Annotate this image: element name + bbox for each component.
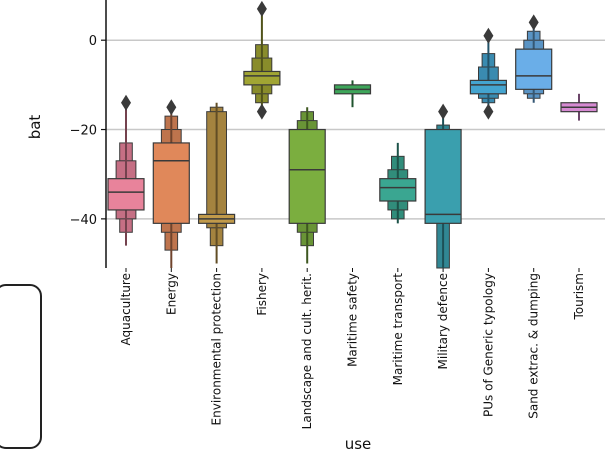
boxen-group — [561, 94, 597, 121]
x-tick-label: Energy — [164, 273, 178, 315]
boxen-group — [153, 99, 189, 268]
boxen-box — [470, 80, 506, 93]
y-tick-label: 0 — [89, 34, 97, 49]
x-tick-label: PUs of Generic typology — [481, 273, 495, 417]
x-tick-label: Environmental protection — [210, 273, 224, 425]
y-tick-label: −20 — [70, 124, 97, 139]
tick-labels: 0 −20 −40 Aquaculture Energy Environmental pr… — [70, 34, 586, 429]
boxen-group — [108, 95, 144, 246]
boxen-group — [425, 104, 461, 268]
y-tick-label: −40 — [70, 213, 97, 228]
outlier-marker — [257, 104, 267, 120]
x-tick-label: Sand extrac. & dumping — [527, 273, 541, 419]
x-tick-label: Aquaculture — [119, 273, 133, 345]
boxen-box — [108, 179, 144, 210]
x-axis-label: use — [345, 435, 372, 453]
boxen-box — [516, 49, 552, 89]
boxen-box — [289, 130, 325, 224]
outlier-marker — [483, 104, 493, 120]
outlier-marker — [483, 28, 493, 44]
boxen-box — [244, 71, 280, 84]
x-tick-label: Military defence — [436, 273, 450, 369]
boxen-box — [153, 143, 189, 223]
outlier-marker — [257, 1, 267, 17]
boxen-plot — [108, 1, 597, 268]
boxen-group — [516, 14, 552, 102]
boxen-group — [470, 28, 506, 120]
x-tick-label: Maritime safety — [346, 273, 360, 367]
boxen-group — [244, 1, 280, 120]
boxen-group — [335, 80, 371, 107]
boxen-box — [425, 130, 461, 224]
x-tick-label: Maritime transport — [391, 273, 405, 386]
x-tick-label: Landscape and cult. herit. — [300, 273, 314, 429]
overlay-rounded-frame — [0, 284, 42, 449]
boxen-group — [199, 103, 235, 264]
outlier-marker — [438, 104, 448, 120]
outlier-marker — [529, 14, 539, 30]
boxen-group — [289, 107, 325, 263]
y-axis-label: bat — [26, 115, 44, 140]
x-tick-label: Fishery — [255, 273, 269, 316]
outlier-marker — [121, 95, 131, 111]
x-tick-label: Tourism — [572, 273, 586, 320]
boxen-box — [380, 179, 416, 201]
outlier-marker — [166, 99, 176, 115]
boxen-group — [380, 143, 416, 223]
